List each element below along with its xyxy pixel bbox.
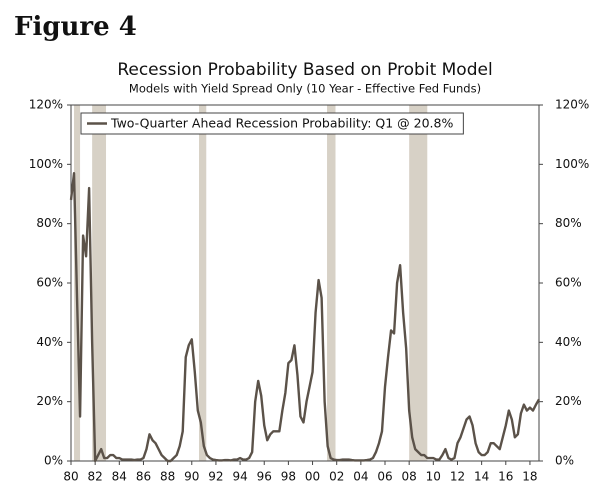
x-tick-label: 04: [353, 470, 368, 484]
legend-box: [80, 112, 464, 135]
x-tick-label: 10: [426, 470, 441, 484]
y-tick-label: 60%: [36, 276, 63, 290]
figure-label: Figure 4: [14, 12, 137, 42]
x-tick-label: 08: [402, 470, 417, 484]
y2-tick-label: 120%: [555, 98, 589, 112]
y2-tick-label: 100%: [555, 157, 589, 171]
x-tick-label: 06: [377, 470, 392, 484]
recession-band: [409, 105, 428, 461]
x-tick-label: 14: [474, 470, 489, 484]
x-tick-label: 90: [184, 470, 199, 484]
x-tick-label: 92: [208, 470, 223, 484]
y-tick-label: 40%: [36, 335, 63, 349]
x-tick-label: 12: [450, 470, 465, 484]
y2-tick-label: 20%: [555, 394, 582, 408]
x-tick-label: 94: [232, 470, 247, 484]
x-tick-label: 82: [88, 470, 103, 484]
y2-tick-label: 0%: [555, 454, 574, 468]
legend-label: Two-Quarter Ahead Recession Probability:…: [110, 116, 453, 131]
x-tick-label: 96: [257, 470, 272, 484]
recession-band: [92, 105, 107, 461]
x-tick-label: 98: [281, 470, 296, 484]
chart-subtitle: Models with Yield Spread Only (10 Year -…: [129, 82, 481, 96]
y-tick-label: 120%: [29, 98, 63, 112]
y-tick-label: 80%: [36, 216, 63, 230]
y2-tick-label: 40%: [555, 335, 582, 349]
recession-band: [199, 105, 207, 461]
y-tick-label: 0%: [44, 454, 63, 468]
x-tick-label: 86: [136, 470, 151, 484]
x-tick-label: 80: [63, 470, 78, 484]
recession-band: [327, 105, 336, 461]
x-tick-label: 88: [160, 470, 175, 484]
y-tick-label: 100%: [29, 157, 63, 171]
x-tick-label: 18: [522, 470, 537, 484]
y2-tick-label: 60%: [555, 276, 582, 290]
x-tick-label: 84: [112, 470, 127, 484]
x-tick-label: 16: [498, 470, 513, 484]
y2-tick-label: 80%: [555, 216, 582, 230]
x-tick-label: 02: [329, 470, 344, 484]
chart-title: Recession Probability Based on Probit Mo…: [117, 60, 492, 80]
series-line: [69, 172, 541, 463]
y-tick-label: 20%: [36, 394, 63, 408]
x-tick-label: 00: [305, 470, 320, 484]
